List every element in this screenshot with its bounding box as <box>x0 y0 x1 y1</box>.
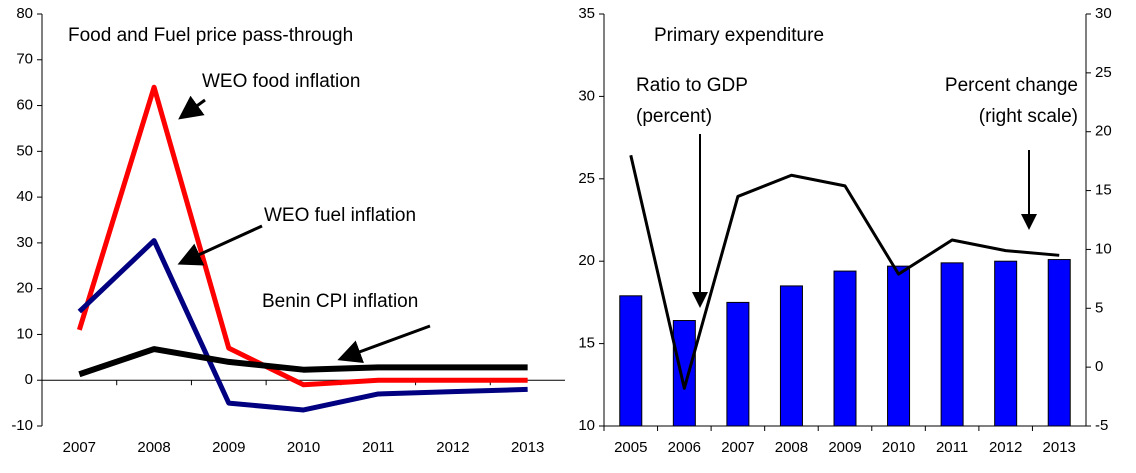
series-line <box>77 238 528 413</box>
x-tick-label: 2012 <box>989 439 1022 456</box>
bar <box>887 265 911 427</box>
y-tick-label: 70 <box>16 51 33 68</box>
annotation: (percent) <box>636 106 712 127</box>
y2-tick-label: 0 <box>1095 358 1103 375</box>
annotation: (right scale) <box>979 106 1078 127</box>
series-label: WEO fuel inflation <box>264 205 416 226</box>
series-label: Benin CPI inflation <box>262 291 418 312</box>
y2-tick-label: 20 <box>1095 123 1112 140</box>
y-tick-label: 15 <box>578 335 595 352</box>
y-tick-label: 35 <box>578 5 595 22</box>
x-tick-label: 2010 <box>287 439 320 456</box>
x-tick-label: 2010 <box>882 439 915 456</box>
x-tick-label: 2009 <box>828 439 861 456</box>
x-tick-label: 2013 <box>511 439 544 456</box>
y2-tick-label: 10 <box>1095 240 1112 257</box>
y-tick-label: 25 <box>578 170 595 187</box>
y-tick-label: 60 <box>16 97 33 114</box>
y-tick-label: 0 <box>25 371 33 388</box>
x-tick-label: 2011 <box>362 439 394 456</box>
series-label: WEO food inflation <box>202 71 360 92</box>
bar <box>833 270 857 427</box>
y2-tick-label: 30 <box>1095 5 1112 22</box>
bar <box>672 320 696 427</box>
y2-tick-label: -5 <box>1095 417 1108 434</box>
bar <box>1047 259 1071 427</box>
arrow <box>177 224 263 266</box>
x-tick-label: 2011 <box>936 439 968 456</box>
y-tick-label: 30 <box>16 234 33 251</box>
x-tick-label: 2005 <box>614 439 647 456</box>
y-tick-label: 30 <box>578 87 595 104</box>
y-tick-label: 80 <box>16 5 33 22</box>
series-line <box>629 154 1060 390</box>
annotation: Ratio to GDP <box>636 75 748 96</box>
y-tick-label: 20 <box>578 252 595 269</box>
x-tick-label: 2008 <box>137 439 170 456</box>
bar <box>619 295 643 427</box>
y-tick-label: 20 <box>16 280 33 297</box>
x-tick-label: 2008 <box>775 439 808 456</box>
chart-title: Food and Fuel price pass-through <box>68 25 353 46</box>
y2-tick-label: 25 <box>1095 64 1112 81</box>
x-tick-label: 2007 <box>63 439 96 456</box>
x-tick-label: 2009 <box>212 439 245 456</box>
series-line <box>76 84 528 388</box>
bar <box>994 260 1018 427</box>
bar <box>940 262 964 427</box>
x-tick-label: 2012 <box>436 439 469 456</box>
bar <box>779 285 803 427</box>
arrow <box>178 95 206 120</box>
y-tick-label: 50 <box>16 142 33 159</box>
series-line <box>78 346 528 378</box>
y-tick-label: -10 <box>11 417 33 434</box>
y-tick-label: 10 <box>578 417 595 434</box>
x-tick-label: 2013 <box>1043 439 1076 456</box>
y2-tick-label: 5 <box>1095 299 1103 316</box>
chart-title: Primary expenditure <box>654 25 824 46</box>
arrow <box>337 324 431 364</box>
y-tick-label: 10 <box>16 325 33 342</box>
bar <box>726 301 750 427</box>
y2-tick-label: 15 <box>1095 182 1112 199</box>
y-tick-label: 40 <box>16 188 33 205</box>
x-tick-label: 2006 <box>668 439 701 456</box>
annotation: Percent change <box>945 75 1078 96</box>
x-tick-label: 2007 <box>721 439 754 456</box>
